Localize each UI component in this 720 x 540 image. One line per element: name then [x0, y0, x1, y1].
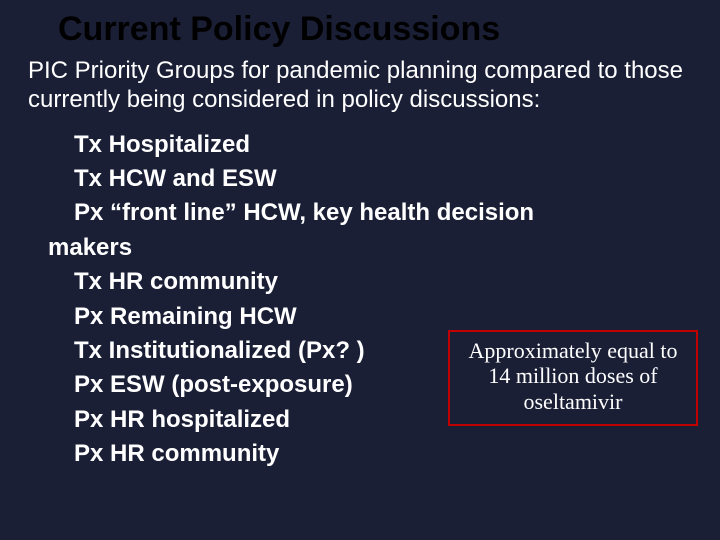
slide: Current Policy Discussions PIC Priority …: [0, 0, 720, 540]
bullet-text: Px ESW (post-exposure): [74, 369, 353, 401]
bullet-text: makers: [48, 232, 132, 264]
bullet-text: Px Remaining HCW: [74, 301, 297, 333]
box-icon: ❑: [48, 404, 74, 433]
bullet-text: Px “front line” HCW, key health decision: [74, 197, 534, 229]
bullet-text: Tx HR community: [74, 266, 278, 298]
box-icon: ❑: [48, 438, 74, 467]
list-item: ❑ Px Remaining HCW: [48, 301, 692, 333]
box-icon: ❑: [48, 301, 74, 330]
list-item: ✓ Tx HCW and ESW: [48, 163, 692, 195]
bullet-text: Tx Hospitalized: [74, 129, 250, 161]
slide-title: Current Policy Discussions: [28, 10, 692, 49]
check-icon: ✓: [48, 129, 74, 158]
bullet-text: Px HR community: [74, 438, 279, 470]
check-icon: ✓: [48, 335, 74, 364]
bullet-text: Tx Institutionalized (Px? ): [74, 335, 365, 367]
list-item: ✓ Px “front line” HCW, key health decisi…: [48, 197, 692, 229]
bullet-text: Tx HCW and ESW: [74, 163, 277, 195]
check-icon: ✓: [48, 266, 74, 295]
list-item-continuation: makers: [48, 232, 692, 264]
callout-box: Approximately equal to 14 million doses …: [448, 330, 698, 426]
bullet-text: Px HR hospitalized: [74, 404, 290, 436]
list-item: ✓ Tx HR community: [48, 266, 692, 298]
list-item: ✓ Tx Hospitalized: [48, 129, 692, 161]
intro-text: PIC Priority Groups for pandemic plannin…: [28, 57, 692, 115]
list-item: ❑ Px HR community: [48, 438, 692, 470]
check-icon: ✓: [48, 163, 74, 192]
check-icon: ✓: [48, 369, 74, 398]
check-icon: ✓: [48, 197, 74, 226]
